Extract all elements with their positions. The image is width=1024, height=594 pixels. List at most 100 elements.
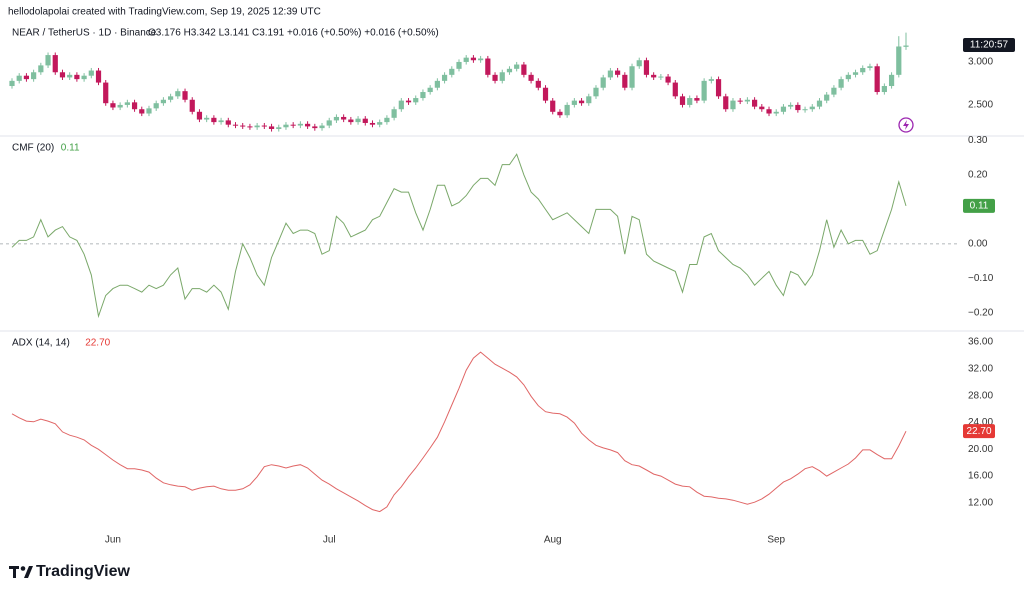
candle-body (499, 72, 505, 81)
candle-body (204, 117, 210, 120)
indicator-title: ADX (14, 14) (12, 338, 70, 349)
candle-body (38, 65, 44, 73)
countdown: 11:20:57 (970, 40, 1009, 51)
candle-body (564, 104, 570, 116)
alert-bolt (903, 120, 909, 130)
indicator-title: CMF (20) (12, 143, 54, 154)
candle-body (175, 91, 181, 97)
candle-body (521, 64, 527, 75)
candle-body (74, 74, 80, 80)
candle-body (261, 125, 267, 127)
candle-body (182, 91, 188, 100)
candle-body (571, 100, 577, 105)
candle-body (88, 70, 94, 76)
y-tick-label: −0.10 (968, 273, 994, 284)
candle-body (766, 109, 772, 114)
candle-body (809, 106, 815, 110)
candle-body (557, 111, 563, 116)
tv-logo-text: TradingView (36, 563, 131, 580)
last-value-box (963, 424, 995, 439)
candle-body (751, 99, 758, 107)
y-tick-label: 0.30 (968, 135, 988, 146)
candle-body (333, 116, 340, 121)
candle-body (348, 119, 354, 123)
last-value-label: 0.11 (970, 201, 989, 212)
candle-body (852, 72, 859, 75)
candle-body (528, 74, 534, 81)
candle-body (59, 72, 66, 78)
alert-icon[interactable] (898, 117, 914, 133)
candle-body (896, 46, 902, 75)
y-tick-label: 16.00 (968, 471, 993, 482)
indicator-value: 22.70 (85, 338, 110, 349)
candle-body (247, 126, 253, 128)
candle-body (600, 77, 606, 88)
candle-body (355, 118, 361, 123)
y-tick-label: 24.00 (968, 417, 993, 428)
candle-body (723, 96, 729, 110)
candle-body (283, 124, 289, 128)
candle-body (470, 57, 477, 61)
y-tick-label: 0.20 (968, 170, 988, 181)
tv-logo-icon (9, 566, 33, 578)
candle-body (658, 76, 664, 78)
candle-body (31, 72, 37, 80)
candle-body (463, 57, 469, 62)
candle-body (434, 80, 440, 88)
candle-body (636, 60, 642, 67)
candle-body (449, 68, 455, 75)
candle-body (456, 61, 462, 69)
candle-body (441, 74, 448, 81)
candle-body (607, 70, 614, 78)
candles (9, 32, 909, 132)
candle-body (268, 126, 275, 129)
candle-body (16, 75, 22, 81)
candle-body (881, 86, 887, 93)
candle-body (326, 120, 332, 126)
candle-body (485, 58, 491, 75)
candle-body (838, 79, 844, 88)
candle-body (103, 82, 109, 104)
candle-body (67, 74, 73, 78)
candle-body (304, 123, 311, 127)
candle-body (297, 123, 303, 126)
candle-body (715, 79, 722, 97)
candle-body (218, 120, 224, 123)
candle-body (23, 75, 30, 80)
candle-body (802, 109, 808, 111)
candle-body (701, 80, 707, 101)
candle-body (377, 122, 383, 125)
indicator-value: 0.11 (61, 143, 80, 154)
candle-body (672, 82, 678, 97)
candle-body (95, 70, 102, 83)
candle-body (651, 74, 657, 78)
candle-body (146, 108, 152, 114)
candle-body (874, 66, 880, 93)
candle-body (405, 100, 412, 103)
candle-body (319, 125, 325, 129)
candle-body (9, 80, 15, 87)
candle-body (290, 124, 296, 126)
candle-body (124, 102, 130, 105)
candle-body (643, 60, 650, 75)
candle-body (629, 66, 635, 88)
candle-body (391, 109, 397, 118)
x-tick-label: Jun (105, 535, 121, 546)
candle-body (831, 87, 837, 95)
y-tick-label: 36.00 (968, 337, 993, 348)
candle-body (398, 100, 404, 110)
candle-body (694, 98, 700, 101)
ohlc-legend: O3.176 H3.342 L3.141 C3.191 +0.016 (+0.5… (148, 28, 439, 39)
candle-body (254, 125, 260, 128)
y-tick-label: 20.00 (968, 444, 993, 455)
symbol-title: NEAR / TetherUS · 1D · Binance (12, 28, 157, 39)
candle-body (153, 103, 159, 109)
y-tick-label: 32.00 (968, 363, 993, 374)
header: hellodolapolai created with TradingView.… (8, 7, 321, 18)
candle-body (578, 100, 585, 104)
candle-body (773, 111, 779, 114)
candle-body (535, 80, 541, 88)
countdown-box (963, 38, 1015, 52)
candle-body (737, 100, 743, 102)
